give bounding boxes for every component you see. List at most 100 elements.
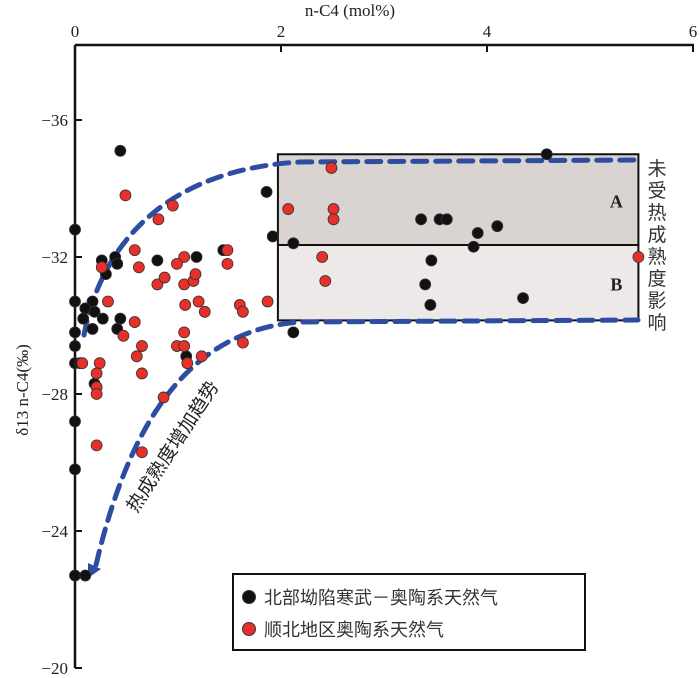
data-point-red: [198, 305, 211, 318]
data-point-black: [88, 305, 101, 318]
data-point-red: [327, 203, 340, 215]
data-point-black: [260, 186, 273, 198]
data-point-red: [632, 251, 645, 263]
data-point-red: [325, 162, 338, 174]
legend-label: 顺北地区奥陶系天然气: [264, 620, 444, 641]
region-label: A: [610, 192, 623, 212]
data-point-red: [132, 261, 145, 274]
data-point-black: [151, 254, 164, 267]
x-tick-label: 6: [689, 22, 698, 41]
data-point-red: [319, 275, 332, 287]
data-point-red: [181, 357, 194, 370]
data-point-red: [128, 244, 141, 257]
data-point-red: [327, 213, 340, 226]
data-point-black: [419, 278, 432, 291]
data-point-black: [79, 569, 92, 582]
data-point-black: [266, 230, 279, 243]
data-point-red: [102, 295, 114, 308]
legend-marker-red: [242, 622, 256, 636]
legend-marker-black: [242, 590, 256, 604]
data-point-black: [69, 223, 81, 236]
data-point-red: [136, 446, 148, 459]
legend: 北部坳陷寒武－奥陶系天然气 顺北地区奥陶系天然气: [232, 573, 586, 651]
data-point-red: [236, 305, 249, 318]
data-point-red: [179, 299, 192, 311]
data-point-red: [261, 295, 274, 308]
region-B: [276, 244, 640, 322]
data-point-red: [151, 278, 164, 291]
data-point-red: [136, 367, 148, 380]
legend-label: 北部坳陷寒武－奥陶系天然气: [264, 588, 498, 609]
data-point-red: [171, 257, 183, 270]
data-point-red: [117, 329, 130, 342]
data-point-black: [424, 299, 437, 311]
data-point-black: [69, 415, 81, 428]
data-point-red: [195, 350, 208, 363]
data-point-red: [95, 261, 108, 274]
data-point-red: [157, 391, 170, 404]
data-point-black: [190, 251, 203, 263]
data-point-red: [90, 367, 103, 380]
data-point-red: [136, 340, 148, 352]
unaffected-annotation: 未受热成熟度影响: [647, 158, 667, 334]
data-point-red: [221, 244, 234, 257]
y-tick-label: −36: [41, 111, 68, 130]
data-point-black: [69, 295, 81, 308]
y-tick-label: −32: [41, 248, 68, 267]
data-point-red: [189, 268, 202, 281]
data-point-red: [316, 251, 329, 263]
y-tick-label: −24: [41, 522, 68, 541]
data-point-black: [467, 240, 480, 253]
data-point-black: [425, 254, 438, 267]
data-point-black: [96, 312, 109, 325]
data-point-red: [90, 388, 103, 400]
data-point-black: [114, 144, 127, 157]
data-point-black: [471, 227, 484, 239]
data-point-black: [77, 312, 90, 325]
data-point-black: [111, 257, 124, 270]
data-point-black: [491, 220, 504, 233]
lower-dashed-curve: [93, 317, 641, 568]
y-axis-label: δ13 n-C4(‰): [13, 344, 32, 436]
legend-item: 北部坳陷寒武－奥陶系天然气: [242, 581, 584, 613]
data-point-red: [236, 336, 249, 349]
legend-item: 顺北地区奥陶系天然气: [242, 613, 584, 645]
data-point-red: [192, 295, 205, 308]
data-point-red: [221, 257, 234, 270]
data-point-red: [93, 357, 106, 370]
data-point-black: [69, 326, 81, 339]
data-point-red: [90, 439, 103, 452]
region-label: B: [610, 275, 622, 295]
data-point-red: [128, 316, 141, 328]
y-tick-label: −20: [41, 659, 68, 678]
data-point-black: [540, 148, 553, 161]
data-point-red: [178, 251, 191, 263]
data-point-red: [282, 203, 295, 215]
data-point-black: [287, 237, 300, 250]
data-point-black: [114, 312, 127, 325]
arrowhead-icon: [88, 563, 101, 578]
data-point-red: [158, 271, 171, 284]
data-point-red: [178, 340, 191, 352]
data-point-black: [440, 213, 453, 226]
data-point-red: [119, 189, 132, 202]
data-point-black: [517, 292, 529, 305]
data-point-black: [86, 323, 99, 335]
x-axis-label: n-C4 (mol%): [305, 1, 395, 20]
data-point-red: [166, 199, 179, 212]
y-tick-label: −28: [41, 385, 68, 404]
data-point-black: [69, 569, 81, 582]
region-A: [276, 153, 640, 247]
data-point-black: [69, 340, 81, 352]
x-tick-label: 0: [71, 22, 80, 41]
data-point-red: [178, 326, 191, 339]
data-point-black: [415, 213, 427, 226]
data-point-black: [287, 326, 300, 339]
data-point-red: [152, 213, 165, 226]
data-point-black: [69, 463, 81, 476]
data-point-red: [130, 350, 143, 363]
data-point-red: [76, 357, 89, 370]
x-tick-label: 2: [277, 22, 286, 41]
